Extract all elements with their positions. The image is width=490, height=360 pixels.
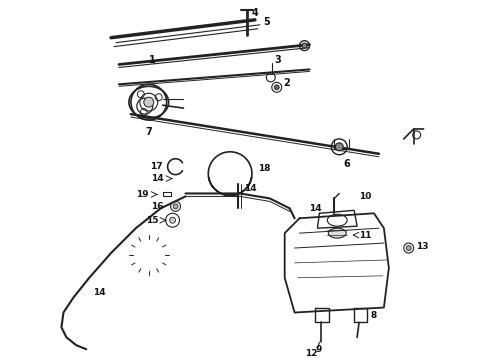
Text: 1: 1	[149, 54, 155, 64]
Circle shape	[302, 43, 307, 48]
Text: 10: 10	[359, 192, 371, 201]
Text: 19: 19	[136, 190, 149, 199]
Circle shape	[170, 217, 175, 223]
Text: 14: 14	[244, 184, 257, 193]
Text: 8: 8	[371, 311, 377, 320]
Text: 12: 12	[306, 349, 318, 358]
Text: 14: 14	[93, 288, 106, 297]
Circle shape	[173, 204, 178, 209]
Text: 5: 5	[263, 17, 270, 27]
Circle shape	[144, 97, 154, 107]
Circle shape	[406, 246, 411, 251]
Text: 6: 6	[343, 159, 350, 169]
Text: 17: 17	[150, 162, 163, 171]
Text: 9: 9	[316, 345, 322, 354]
Circle shape	[274, 85, 279, 90]
Text: 16: 16	[151, 202, 164, 211]
Text: 14: 14	[310, 204, 322, 213]
Text: 18: 18	[258, 164, 270, 173]
Circle shape	[335, 143, 343, 151]
Text: 13: 13	[416, 242, 428, 251]
Text: 3: 3	[275, 54, 282, 64]
Text: 7: 7	[146, 127, 152, 137]
Text: 4: 4	[252, 8, 259, 18]
Text: 11: 11	[359, 231, 371, 240]
Ellipse shape	[328, 228, 346, 238]
Text: 2: 2	[284, 78, 291, 88]
Text: 15: 15	[146, 216, 159, 225]
Text: 14: 14	[151, 174, 164, 183]
